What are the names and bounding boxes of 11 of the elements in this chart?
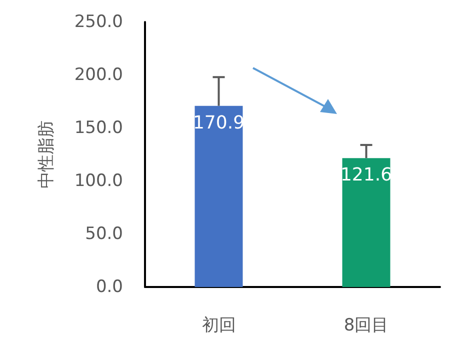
y-tick-label: 0.0 (96, 277, 123, 297)
y-tick-label: 250.0 (74, 12, 123, 32)
x-tick-label: 初回 (202, 316, 236, 336)
y-tick-label: 100.0 (74, 171, 123, 191)
y-axis-title: 中性脂肪 (36, 120, 56, 188)
data-label: 170.9 (192, 112, 245, 134)
y-tick-label: 50.0 (85, 224, 123, 244)
y-tick-label: 150.0 (74, 118, 123, 138)
data-label: 121.6 (340, 164, 392, 186)
y-tick-label: 200.0 (74, 65, 123, 85)
x-tick-label: 8回目 (344, 316, 389, 336)
